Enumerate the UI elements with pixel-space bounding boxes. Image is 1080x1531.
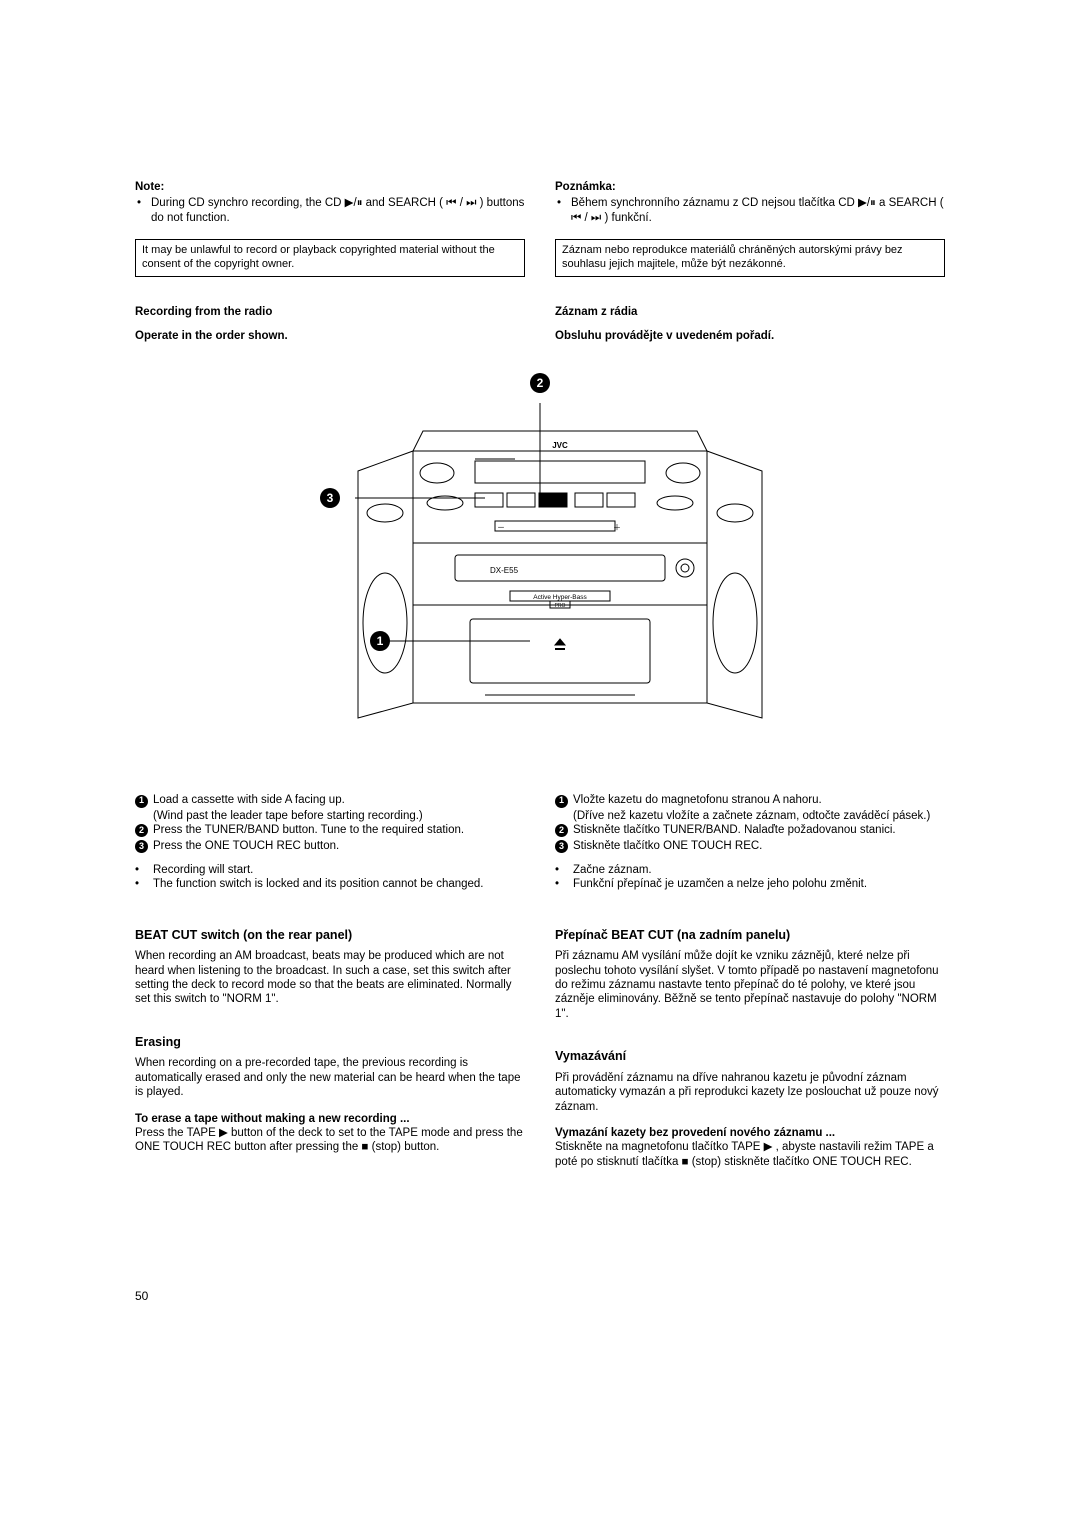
- step-number: 2: [135, 823, 153, 837]
- beat-para-right: Při záznamu AM vysílání může dojít ke vz…: [555, 949, 945, 1021]
- erase-sub-para-right: Stiskněte na magnetofonu tlačítko TAPE ▶…: [555, 1140, 945, 1169]
- bullets-left: •Recording will start. •The function swi…: [135, 863, 525, 892]
- rec-title-right: Záznam z rádia: [555, 305, 945, 319]
- step-number: 3: [135, 839, 153, 853]
- right-steps: 1 Vložte kazetu do magnetofonu stranou A…: [555, 753, 945, 1169]
- erase-para-right: Při provádění záznamu na dříve nahranou …: [555, 1071, 945, 1114]
- bullet-text: Začne záznam.: [573, 863, 652, 877]
- erase-sub-left: To erase a tape without making a new rec…: [135, 1112, 525, 1126]
- bullet-text: The function switch is locked and its po…: [153, 877, 484, 891]
- page-number: 50: [135, 1289, 945, 1304]
- beat-title-right: Přepínač BEAT CUT (na zadním panelu): [555, 928, 945, 944]
- bullet-dot: •: [135, 877, 153, 891]
- left-col-top: Note: • During CD synchro recording, the…: [135, 180, 525, 343]
- bullet-item: •The function switch is locked and its p…: [135, 877, 525, 891]
- note-bullet-text-right: Během synchronního záznamu z CD nejsou t…: [571, 196, 945, 225]
- beat-para-left: When recording an AM broadcast, beats ma…: [135, 949, 525, 1007]
- note-title-left: Note:: [135, 180, 525, 194]
- operate-left: Operate in the order shown.: [135, 329, 525, 343]
- right-col-top: Poznámka: • Během synchronního záznamu z…: [555, 180, 945, 343]
- erase-sub-para-left: Press the TAPE ▶ button of the deck to s…: [135, 1126, 525, 1155]
- top-notes-row: Note: • During CD synchro recording, the…: [135, 180, 945, 343]
- left-steps: 1 Load a cassette with side A facing up.…: [135, 753, 525, 1169]
- callout-2: 2: [530, 373, 550, 393]
- numbered-list-right: 1 Vložte kazetu do magnetofonu stranou A…: [555, 793, 945, 853]
- callout-3: 3: [320, 488, 340, 508]
- bullets-right: •Začne záznam. •Funkční přepínač je uzam…: [555, 863, 945, 892]
- pro-label: PRO: [555, 603, 566, 609]
- bullet-item: •Začne záznam.: [555, 863, 945, 877]
- note-bullet-left: • During CD synchro recording, the CD ▶/…: [135, 196, 525, 225]
- note-bullet-text-left: During CD synchro recording, the CD ▶/⏸ …: [151, 196, 525, 225]
- note-title-right: Poznámka:: [555, 180, 945, 194]
- rec-title-left: Recording from the radio: [135, 305, 525, 319]
- list-item: 3 Stiskněte tlačítko ONE TOUCH REC.: [555, 839, 945, 853]
- step-number: 3: [555, 839, 573, 853]
- device-illustration: JVC － ＋ DX-E55 Active Hyper-Bass PRO: [355, 403, 775, 743]
- bullet-dot: •: [137, 196, 151, 225]
- operate-right: Obsluhu provádějte v uvedeném pořadí.: [555, 329, 945, 343]
- bullet-text: Funkční přepínač je uzamčen a nelze jeho…: [573, 877, 867, 891]
- svg-text:＋: ＋: [613, 523, 621, 532]
- numbered-list-left: 1 Load a cassette with side A facing up.…: [135, 793, 525, 853]
- bass-label: Active Hyper-Bass: [533, 594, 587, 601]
- list-item: 2 Press the TUNER/BAND button. Tune to t…: [135, 823, 525, 837]
- list-item: 2 Stiskněte tlačítko TUNER/BAND. Nalaďte…: [555, 823, 945, 837]
- bullet-dot: •: [555, 863, 573, 877]
- device-diagram: 2 3 1: [280, 373, 800, 753]
- steps-row: 1 Load a cassette with side A facing up.…: [135, 753, 945, 1169]
- copyright-box-right: Záznam nebo reprodukce materiálů chráněn…: [555, 239, 945, 277]
- step-text: Vložte kazetu do magnetofonu stranou A n…: [573, 793, 945, 807]
- bullet-dot: •: [135, 863, 153, 877]
- bullet-item: •Recording will start.: [135, 863, 525, 877]
- list-item: 1 Vložte kazetu do magnetofonu stranou A…: [555, 793, 945, 807]
- list-item: 1 Load a cassette with side A facing up.: [135, 793, 525, 807]
- note-bullet-right: • Během synchronního záznamu z CD nejsou…: [555, 196, 945, 225]
- step-subtext: (Wind past the leader tape before starti…: [135, 809, 525, 823]
- step-text: Press the ONE TOUCH REC button.: [153, 839, 525, 853]
- bullet-text: Recording will start.: [153, 863, 253, 877]
- copyright-box-left: It may be unlawful to record or playback…: [135, 239, 525, 277]
- step-number: 1: [555, 793, 573, 807]
- erase-sub-right: Vymazání kazety bez provedení nového záz…: [555, 1126, 945, 1140]
- step-text: Stiskněte tlačítko ONE TOUCH REC.: [573, 839, 945, 853]
- step-number: 1: [135, 793, 153, 807]
- beat-title-left: BEAT CUT switch (on the rear panel): [135, 928, 525, 944]
- model-label: DX-E55: [490, 566, 519, 575]
- step-text: Stiskněte tlačítko TUNER/BAND. Nalaďte p…: [573, 823, 945, 837]
- erase-title-left: Erasing: [135, 1035, 525, 1051]
- list-item: 3 Press the ONE TOUCH REC button.: [135, 839, 525, 853]
- bullet-dot: •: [557, 196, 571, 225]
- erase-title-right: Vymazávání: [555, 1049, 945, 1065]
- step-subtext: (Dříve než kazetu vložíte a začnete zázn…: [555, 809, 945, 823]
- bullet-item: •Funkční přepínač je uzamčen a nelze jeh…: [555, 877, 945, 891]
- step-text: Load a cassette with side A facing up.: [153, 793, 525, 807]
- step-number: 2: [555, 823, 573, 837]
- brand-label: JVC: [552, 441, 568, 450]
- bullet-dot: •: [555, 877, 573, 891]
- erase-para-left: When recording on a pre-recorded tape, t…: [135, 1056, 525, 1099]
- step-text: Press the TUNER/BAND button. Tune to the…: [153, 823, 525, 837]
- svg-text:－: －: [497, 523, 505, 532]
